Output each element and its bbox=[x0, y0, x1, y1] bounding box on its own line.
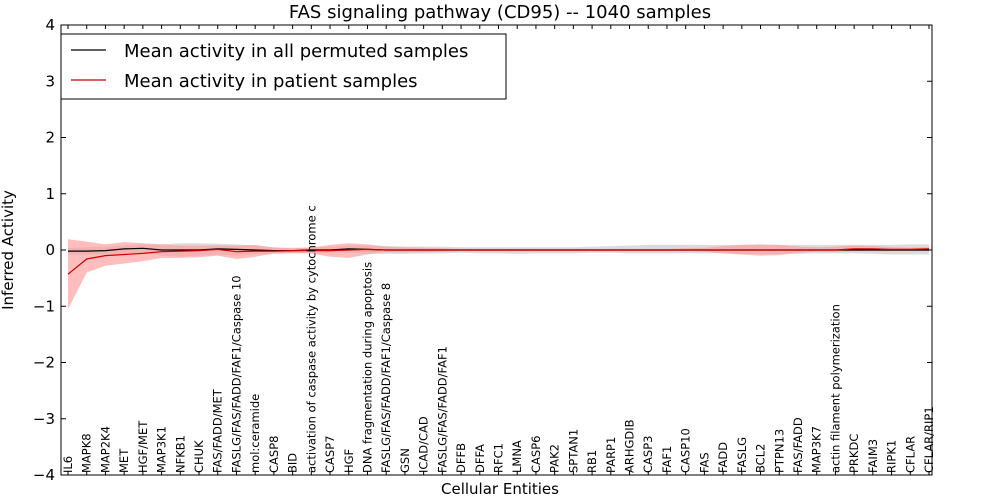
x-category-label: CFLAR/RIP1 bbox=[922, 406, 936, 473]
x-category-label: activation of caspase activity by cytoch… bbox=[304, 205, 318, 473]
x-category-label: CASP10 bbox=[679, 428, 693, 473]
x-category-label: BCL2 bbox=[754, 444, 768, 473]
series-line-patient bbox=[67, 248, 930, 275]
legend: Mean activity in all permuted samples Me… bbox=[60, 33, 507, 100]
x-category-label: RIPK1 bbox=[885, 440, 899, 473]
y-tick-label: −4 bbox=[33, 466, 55, 484]
x-category-label: HGF/MET bbox=[136, 420, 150, 473]
x-category-label: FAS bbox=[697, 452, 711, 473]
x-category-label: RFC1 bbox=[492, 443, 506, 473]
x-category-label: PTPN13 bbox=[772, 429, 786, 473]
x-axis-title: Cellular Entities bbox=[441, 480, 559, 498]
x-category-label: PRKDC bbox=[847, 434, 861, 473]
x-category-label: SPTAN1 bbox=[566, 429, 580, 473]
x-category-label: ARHGDIB bbox=[623, 419, 637, 473]
y-axis-ticks: −4 −3 −2 −1 0 1 2 3 4 bbox=[33, 16, 932, 484]
x-axis-category-labels: IL6 MAPK8 MAP2K4 MET HGF/MET MAP3K1 NFKB1 CHUK F… bbox=[61, 25, 936, 475]
legend-box bbox=[60, 33, 507, 100]
x-category-label: MAPK8 bbox=[80, 433, 94, 473]
x-category-label: DFFA bbox=[473, 444, 487, 473]
x-category-label: MAP2K4 bbox=[98, 426, 112, 473]
x-category-label: FASLG bbox=[735, 437, 749, 473]
x-category-label: MET bbox=[117, 448, 131, 473]
x-category-label: FASLG/FAS/FADD/FAF1 bbox=[435, 346, 449, 473]
x-category-label: MAP3K1 bbox=[155, 426, 169, 473]
x-category-label: LMNA bbox=[510, 440, 524, 473]
x-category-label: CHUK bbox=[192, 440, 206, 473]
x-category-label: actin filament polymerization bbox=[828, 304, 842, 473]
x-category-label: PAK2 bbox=[548, 444, 562, 473]
x-category-label: IL6 bbox=[61, 456, 75, 473]
x-category-label: DNA fragmentation during apoptosis bbox=[361, 262, 375, 473]
x-category-label: CASP6 bbox=[529, 436, 543, 473]
x-category-label: NFKB1 bbox=[173, 435, 187, 473]
plot-area-frame bbox=[60, 24, 933, 476]
y-tick-label: −2 bbox=[33, 354, 55, 372]
x-category-label: ICAD/CAD bbox=[417, 416, 431, 473]
x-category-label: CASP3 bbox=[641, 436, 655, 473]
x-category-label: CASP7 bbox=[323, 436, 337, 473]
x-category-label: FAIM3 bbox=[866, 439, 880, 473]
x-category-label: mol:ceramide bbox=[248, 394, 262, 473]
x-category-label: FASLG/FAS/FADD/FAF1/Caspase 10 bbox=[230, 275, 244, 473]
x-category-label: GSN bbox=[398, 448, 412, 473]
y-tick-label: 4 bbox=[45, 16, 55, 34]
y-tick-label: −3 bbox=[33, 410, 55, 428]
series-lines bbox=[67, 247, 930, 275]
y-tick-label: 0 bbox=[45, 241, 55, 259]
y-tick-label: 1 bbox=[45, 185, 55, 203]
chart-title: FAS signaling pathway (CD95) -- 1040 sam… bbox=[289, 2, 711, 23]
x-category-label: FAF1 bbox=[660, 446, 674, 473]
band-patient bbox=[68, 239, 929, 310]
y-tick-label: −1 bbox=[33, 297, 55, 315]
x-category-label: FAS/FADD bbox=[791, 417, 805, 473]
x-category-label: BID bbox=[286, 453, 300, 473]
x-category-label: PARP1 bbox=[604, 437, 618, 473]
x-category-label: HGF bbox=[342, 449, 356, 473]
y-tick-label: 2 bbox=[45, 129, 55, 147]
legend-label-patient: Mean activity in patient samples bbox=[124, 71, 418, 92]
x-category-label: CASP8 bbox=[267, 436, 281, 473]
x-category-label: DFFB bbox=[454, 443, 468, 473]
x-category-label: RB1 bbox=[585, 450, 599, 473]
x-category-label: FADD bbox=[716, 442, 730, 473]
x-category-label: FASLG/FAS/FADD/FAF1/Caspase 8 bbox=[379, 283, 393, 473]
x-category-label: MAP3K7 bbox=[810, 426, 824, 473]
x-category-label: FAS/FADD/MET bbox=[211, 388, 225, 473]
y-axis-title: Inferred Activity bbox=[0, 190, 17, 310]
x-category-label: CFLAR bbox=[903, 436, 917, 473]
legend-label-permuted: Mean activity in all permuted samples bbox=[124, 41, 468, 62]
y-tick-label: 3 bbox=[45, 72, 55, 90]
